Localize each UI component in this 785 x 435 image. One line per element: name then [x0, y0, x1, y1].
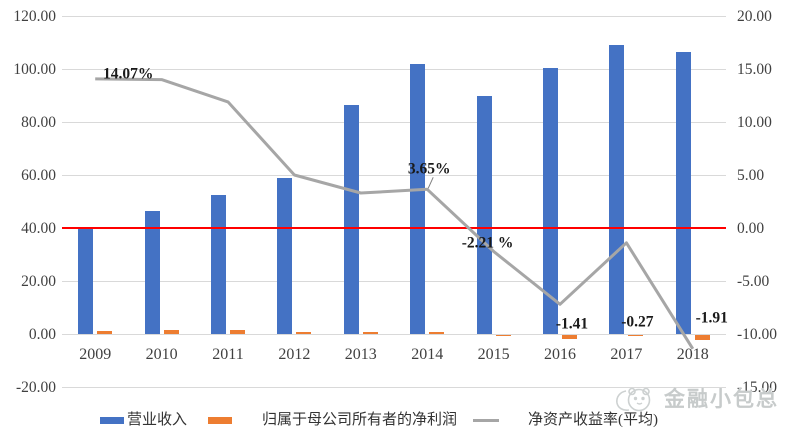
legend-swatch-0-icon [100, 417, 124, 424]
legend-swatch-2-icon [473, 419, 499, 422]
legend-label-0: 营业收入 [127, 412, 188, 428]
revenue-bar-2016 [543, 67, 558, 334]
right-axis-tick-label: -15.00 [737, 379, 778, 396]
data-label-roe-2009: 14.07% [103, 65, 154, 83]
grid-line [62, 280, 726, 282]
roe-line [95, 77, 695, 350]
revenue-bar-2013 [343, 104, 359, 334]
x-axis-label-2013: 2013 [344, 346, 377, 363]
legend-swatch-1-icon [208, 417, 232, 424]
left-axis-tick-label: -20.00 [15, 379, 56, 396]
profit-bar-2017 [628, 335, 644, 336]
zero-baseline-red-line [62, 226, 726, 230]
left-axis-tick-label: 40.00 [21, 220, 56, 237]
grid-line [62, 68, 726, 70]
data-label-leader-line [427, 177, 434, 189]
legend-label-1: 归属于母公司所有者的净利润 [262, 412, 458, 428]
x-axis-label-2015: 2015 [477, 346, 510, 363]
left-axis-tick-label: 80.00 [21, 114, 56, 131]
profit-bar-2013 [362, 331, 378, 334]
right-axis-tick-label: 5.00 [737, 167, 765, 184]
grid-line [62, 333, 726, 335]
profit-bar-2011 [230, 330, 245, 334]
revenue-bar-2009 [78, 226, 94, 334]
profit-bar-2015 [495, 335, 511, 336]
x-axis-label-2018: 2018 [676, 346, 709, 363]
profit-bar-2016 [562, 335, 577, 339]
data-label-roe-2015: -2.21 % [461, 234, 514, 252]
revenue-bar-2017 [609, 45, 625, 334]
right-axis-tick-label: 20.00 [737, 8, 772, 25]
legend-label-2: 净资产收益率(平均) [528, 412, 658, 428]
x-axis-label-2017: 2017 [610, 346, 643, 363]
grid-line [62, 121, 726, 123]
data-label-profit-2018: -1.91 [695, 309, 728, 327]
data-label-profit-2017: -0.27 [621, 313, 654, 331]
x-axis-label-2012: 2012 [278, 346, 311, 363]
data-label-roe-2014: 3.65% [407, 160, 451, 178]
grid-line [62, 386, 726, 388]
left-axis-tick-label: 100.00 [13, 61, 56, 78]
watermark-text: 金融小包总 [664, 387, 779, 411]
grid-line [62, 15, 726, 17]
right-axis-tick-label: -10.00 [737, 326, 778, 343]
x-axis-label-2014: 2014 [411, 346, 444, 363]
x-axis-label-2011: 2011 [212, 346, 244, 363]
profit-bar-2018 [694, 335, 710, 341]
profit-bar-2010 [163, 330, 179, 334]
left-axis-tick-label: 0.00 [28, 326, 56, 343]
revenue-bar-2015 [476, 95, 492, 334]
profit-bar-2009 [97, 330, 113, 334]
revenue-bar-2011 [211, 194, 226, 334]
revenue-bar-2014 [410, 63, 426, 334]
right-axis-tick-label: -5.00 [737, 273, 770, 290]
revenue-bar-2012 [277, 177, 293, 334]
data-label-profit-2016: -1.41 [555, 315, 589, 333]
revenue-bar-2010 [144, 210, 160, 334]
revenue-bar-2018 [675, 51, 691, 334]
x-axis-label-2016: 2016 [544, 346, 576, 363]
right-axis-tick-label: 10.00 [737, 114, 772, 131]
right-axis-tick-label: 15.00 [737, 61, 772, 78]
right-axis-tick-label: 0.00 [737, 220, 765, 237]
grid-line [62, 174, 726, 176]
watermark-panda-logo-icon [616, 387, 651, 412]
x-axis-label-2009: 2009 [79, 346, 112, 363]
x-axis-label-2010: 2010 [145, 346, 178, 363]
left-axis-tick-label: 60.00 [21, 167, 56, 184]
profit-bar-2014 [429, 331, 445, 334]
left-axis-tick-label: 20.00 [21, 273, 56, 290]
profit-bar-2012 [296, 331, 312, 334]
left-axis-tick-label: 120.00 [13, 8, 56, 25]
